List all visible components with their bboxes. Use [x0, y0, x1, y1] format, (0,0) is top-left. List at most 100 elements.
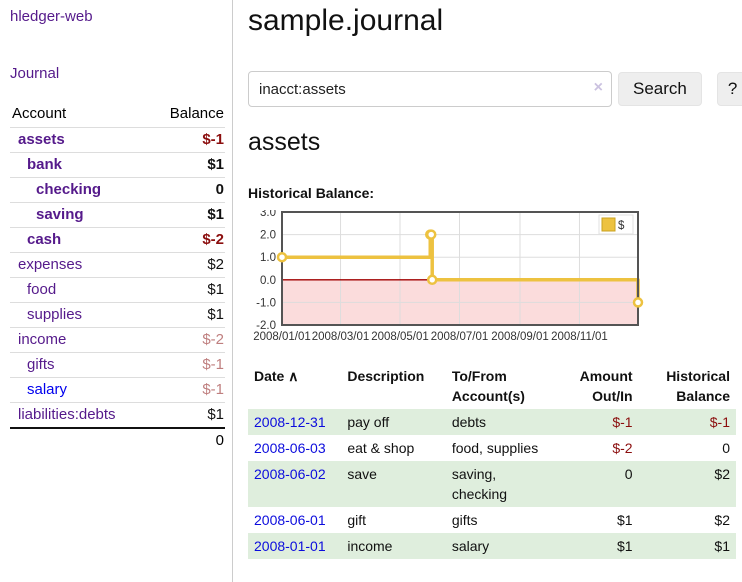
- account-link-supplies[interactable]: supplies: [27, 306, 83, 323]
- transaction-balance: $-1: [638, 409, 736, 435]
- accounts-total-value: 0: [149, 427, 225, 453]
- account-balance: $1: [149, 402, 225, 428]
- accounts-table: Account Balance assets $-1 bank $1 checking 0…: [10, 102, 225, 453]
- account-name-cell: expenses: [10, 252, 150, 278]
- account-row: bank $1: [10, 152, 225, 178]
- account-balance: $1: [149, 202, 225, 228]
- account-balance: $-1: [149, 352, 225, 378]
- account-link-checking[interactable]: checking: [36, 181, 102, 198]
- transaction-date-link[interactable]: 2008-06-01: [254, 512, 326, 528]
- account-name-cell: checking: [10, 177, 150, 203]
- account-row: checking 0: [10, 177, 225, 203]
- transaction-balance: $1: [638, 533, 736, 559]
- account-balance: $1: [149, 277, 225, 303]
- svg-text:2008/09/01: 2008/09/01: [491, 331, 549, 343]
- account-balance: $1: [149, 302, 225, 328]
- transaction-amount: $1: [560, 533, 639, 559]
- account-name-cell: saving: [10, 202, 150, 228]
- register-header-balance: Historical Balance: [666, 368, 730, 404]
- transaction-description: income: [341, 533, 446, 559]
- transaction-accounts: food, supplies: [451, 440, 539, 456]
- account-name-cell: income: [10, 327, 150, 353]
- register-header-row: Date ∧ Description To/From Account(s) Am…: [248, 363, 736, 409]
- account-link-saving[interactable]: saving: [36, 206, 84, 223]
- sort-ascending-icon: ∧: [288, 368, 299, 384]
- account-link-cash[interactable]: cash: [27, 231, 62, 248]
- account-link-gifts[interactable]: gifts: [27, 356, 55, 373]
- svg-text:2008/07/01: 2008/07/01: [431, 331, 489, 343]
- search-button[interactable]: Search: [618, 72, 702, 106]
- account-row: food $1: [10, 277, 225, 303]
- account-heading: assets: [248, 128, 321, 156]
- main-content: sample.journal × Search ? assets Histori…: [233, 0, 742, 582]
- account-name-cell: assets: [10, 127, 150, 153]
- svg-text:2008/05/01: 2008/05/01: [371, 331, 429, 343]
- date-header-label: Date: [254, 368, 285, 384]
- transaction-date-link[interactable]: 2008-12-31: [254, 414, 326, 430]
- account-name-cell: bank: [10, 152, 150, 178]
- accounts-header-row: Account Balance: [10, 102, 225, 128]
- register-header-amount: Amount Out/In: [579, 368, 633, 404]
- transaction-date-link[interactable]: 2008-06-03: [254, 440, 326, 456]
- transaction-description: save: [341, 461, 446, 507]
- transaction-balance: $2: [638, 461, 736, 507]
- svg-text:2008/11/01: 2008/11/01: [551, 331, 608, 343]
- svg-text:-2.0: -2.0: [256, 320, 276, 332]
- account-row: salary $-1: [10, 377, 225, 403]
- transaction-accounts: salary: [445, 533, 561, 559]
- transaction-balance: 0: [722, 440, 730, 456]
- register-row: 2008-06-03 eat & shop food, supplies $-2 0: [248, 435, 736, 461]
- account-balance: $-1: [149, 377, 225, 403]
- account-link-income[interactable]: income: [18, 331, 67, 348]
- transaction-amount: $1: [616, 512, 633, 528]
- register-table: Date ∧ Description To/From Account(s) Am…: [248, 363, 736, 559]
- account-link-bank[interactable]: bank: [27, 156, 63, 173]
- account-balance: 0: [149, 177, 225, 203]
- account-link-liabilities-debts[interactable]: liabilities:debts: [18, 406, 116, 423]
- account-name-cell: salary: [10, 377, 150, 403]
- svg-text:0.0: 0.0: [260, 275, 276, 287]
- register-header-accounts: To/From Account(s): [451, 368, 525, 404]
- transaction-date-link[interactable]: 2008-01-01: [254, 538, 326, 554]
- account-link-expenses[interactable]: expenses: [18, 256, 83, 273]
- transaction-date-link[interactable]: 2008-06-02: [254, 466, 326, 482]
- account-name-cell: food: [10, 277, 150, 303]
- help-button[interactable]: ?: [716, 72, 742, 106]
- svg-text:1.0: 1.0: [260, 252, 276, 264]
- account-row: gifts $-1: [10, 352, 225, 378]
- clear-search-icon[interactable]: ×: [593, 79, 603, 96]
- sidebar: hledger-web Journal Account Balance asse…: [0, 0, 233, 582]
- account-name-cell: liabilities:debts: [10, 402, 150, 428]
- account-row: supplies $1: [10, 302, 225, 328]
- svg-text:-1.0: -1.0: [256, 297, 276, 309]
- brand-link[interactable]: hledger-web: [10, 8, 93, 25]
- transaction-accounts: saving, checking: [445, 461, 561, 507]
- search-box: ×: [248, 71, 612, 107]
- account-name-cell: gifts: [10, 352, 150, 378]
- transaction-description: gift: [347, 512, 367, 528]
- register-row: 2008-12-31 pay off debts $-1 $-1: [248, 409, 736, 435]
- search-input[interactable]: [248, 71, 612, 107]
- account-balance: $-2: [149, 327, 225, 353]
- register-body: 2008-12-31 pay off debts $-1 $-1 2008-06-03 ea…: [248, 409, 736, 559]
- transaction-date-cell: 2008-06-03: [248, 435, 341, 461]
- register-header-date[interactable]: Date ∧: [248, 363, 341, 409]
- account-row: cash $-2: [10, 227, 225, 253]
- svg-text:3.0: 3.0: [260, 210, 276, 219]
- search-bar: × Search ?: [248, 71, 742, 107]
- sidebar-item-journal[interactable]: Journal: [10, 65, 60, 82]
- account-link-food[interactable]: food: [27, 281, 57, 298]
- transaction-description: pay off: [341, 409, 446, 435]
- accounts-table-body: assets $-1 bank $1 checking 0 saving $1 cash $-2 e…: [10, 127, 225, 428]
- page-title: sample.journal: [248, 4, 444, 37]
- accounts-total-spacer: [10, 427, 150, 453]
- account-link-salary[interactable]: salary: [27, 381, 68, 398]
- svg-text:2008/01/01: 2008/01/01: [253, 331, 311, 343]
- account-link-assets[interactable]: assets: [18, 131, 65, 148]
- transaction-date-cell: 2008-01-01: [248, 533, 342, 559]
- chart-title: Historical Balance:: [248, 185, 375, 201]
- svg-text:2008/03/01: 2008/03/01: [312, 331, 370, 343]
- transaction-accounts: gifts: [451, 512, 478, 528]
